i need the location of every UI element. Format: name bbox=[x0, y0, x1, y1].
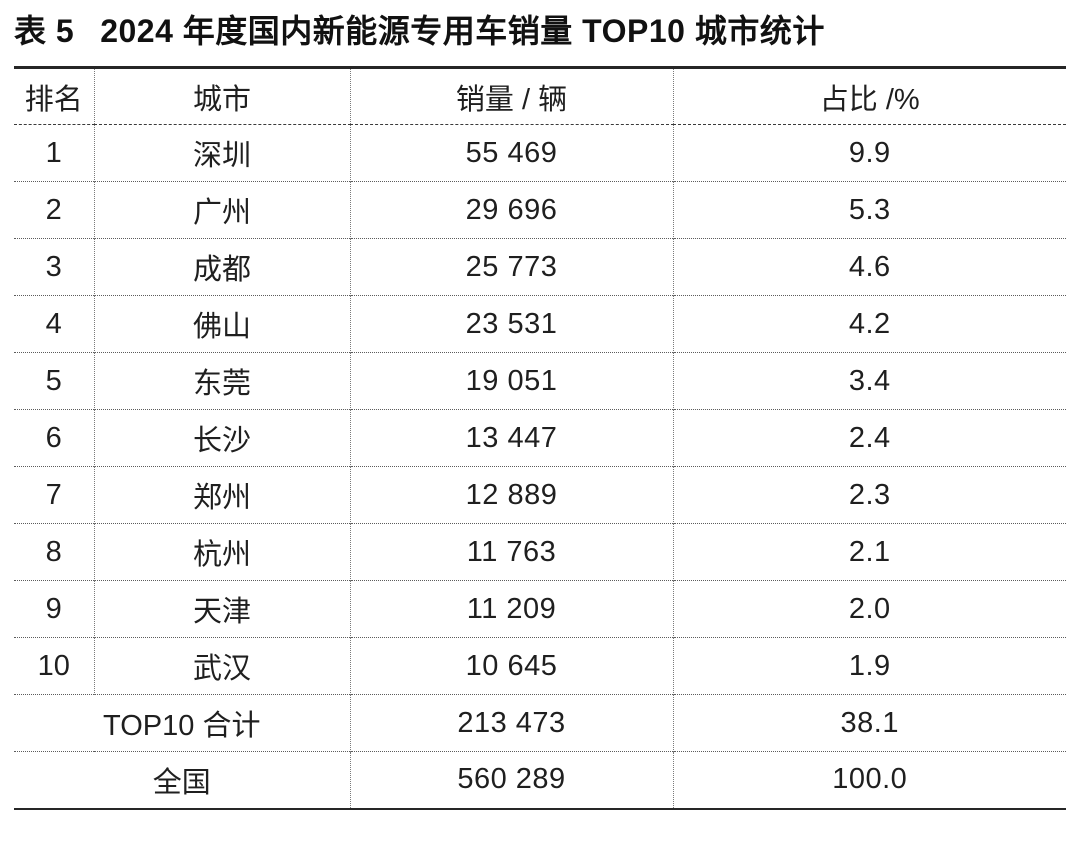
sales-stats-table: 排名 城市 销量 / 辆 占比 /% 1 深圳 55 469 9.9 2 广州 … bbox=[14, 66, 1066, 810]
cell-rank: 2 bbox=[14, 181, 95, 239]
summary-label: 全国 bbox=[14, 751, 351, 809]
table-row: 8 杭州 11 763 2.1 bbox=[14, 523, 1066, 581]
cell-rank: 10 bbox=[14, 637, 95, 695]
cell-rank: 1 bbox=[14, 124, 95, 182]
summary-row-top10: TOP10 合计 213 473 38.1 bbox=[14, 694, 1066, 752]
cell-sales: 11 763 bbox=[350, 523, 674, 581]
header-rank: 排名 bbox=[14, 67, 95, 125]
table-body: 1 深圳 55 469 9.9 2 广州 29 696 5.3 3 成都 25 … bbox=[14, 124, 1066, 809]
cell-sales: 11 209 bbox=[350, 580, 674, 638]
summary-sales: 560 289 bbox=[350, 751, 674, 809]
table-row: 4 佛山 23 531 4.2 bbox=[14, 295, 1066, 353]
cell-city: 佛山 bbox=[94, 295, 351, 353]
cell-city: 武汉 bbox=[94, 637, 351, 695]
summary-row-national: 全国 560 289 100.0 bbox=[14, 751, 1066, 809]
cell-share: 4.6 bbox=[848, 250, 891, 283]
cell-rank: 5 bbox=[14, 352, 95, 410]
cell-sales: 29 696 bbox=[350, 181, 674, 239]
cell-rank: 4 bbox=[14, 295, 95, 353]
cell-share: 4.2 bbox=[848, 307, 891, 340]
cell-rank: 3 bbox=[14, 238, 95, 296]
summary-label: TOP10 合计 bbox=[14, 694, 351, 752]
header-sales: 销量 / 辆 bbox=[350, 67, 674, 125]
cell-sales: 55 469 bbox=[350, 124, 674, 182]
table-caption-number: 表 5 bbox=[14, 13, 75, 49]
cell-city: 深圳 bbox=[94, 124, 351, 182]
header-city: 城市 bbox=[94, 67, 351, 125]
summary-share: 38.1 bbox=[840, 706, 899, 739]
table-row: 9 天津 11 209 2.0 bbox=[14, 580, 1066, 638]
summary-sales: 213 473 bbox=[350, 694, 674, 752]
table-row: 6 长沙 13 447 2.4 bbox=[14, 409, 1066, 467]
cell-sales: 19 051 bbox=[350, 352, 674, 410]
header-share: 占比 /% bbox=[819, 83, 920, 116]
cell-city: 郑州 bbox=[94, 466, 351, 524]
cell-sales: 10 645 bbox=[350, 637, 674, 695]
cell-city: 长沙 bbox=[94, 409, 351, 467]
cell-city: 广州 bbox=[94, 181, 351, 239]
cell-share: 9.9 bbox=[848, 136, 891, 169]
cell-share: 2.4 bbox=[848, 421, 891, 454]
header-row: 排名 城市 销量 / 辆 占比 /% bbox=[14, 67, 1066, 125]
cell-share: 5.3 bbox=[848, 193, 891, 226]
cell-city: 东莞 bbox=[94, 352, 351, 410]
cell-rank: 9 bbox=[14, 580, 95, 638]
cell-share: 1.9 bbox=[848, 649, 891, 682]
table-caption-text: 2024 年度国内新能源专用车销量 TOP10 城市统计 bbox=[100, 13, 825, 49]
cell-share: 2.0 bbox=[848, 592, 891, 625]
cell-share: 3.4 bbox=[848, 364, 891, 397]
table-row: 2 广州 29 696 5.3 bbox=[14, 181, 1066, 239]
cell-sales: 12 889 bbox=[350, 466, 674, 524]
table-row: 10 武汉 10 645 1.9 bbox=[14, 637, 1066, 695]
cell-city: 成都 bbox=[94, 238, 351, 296]
table-row: 5 东莞 19 051 3.4 bbox=[14, 352, 1066, 410]
cell-rank: 7 bbox=[14, 466, 95, 524]
table-row: 7 郑州 12 889 2.3 bbox=[14, 466, 1066, 524]
cell-city: 天津 bbox=[94, 580, 351, 638]
cell-sales: 25 773 bbox=[350, 238, 674, 296]
table-row: 1 深圳 55 469 9.9 bbox=[14, 124, 1066, 182]
cell-city: 杭州 bbox=[94, 523, 351, 581]
cell-share: 2.1 bbox=[848, 535, 891, 568]
cell-sales: 23 531 bbox=[350, 295, 674, 353]
table-caption: 表 5 2024 年度国内新能源专用车销量 TOP10 城市统计 bbox=[14, 12, 1066, 50]
summary-share: 100.0 bbox=[832, 763, 908, 796]
cell-rank: 8 bbox=[14, 523, 95, 581]
cell-rank: 6 bbox=[14, 409, 95, 467]
table-header: 排名 城市 销量 / 辆 占比 /% bbox=[14, 67, 1066, 125]
cell-sales: 13 447 bbox=[350, 409, 674, 467]
table-row: 3 成都 25 773 4.6 bbox=[14, 238, 1066, 296]
cell-share: 2.3 bbox=[848, 478, 891, 511]
